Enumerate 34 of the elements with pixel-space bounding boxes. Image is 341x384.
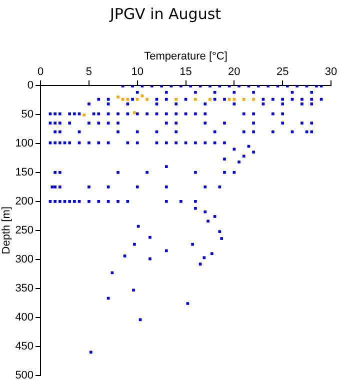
x-tick-label: 25 [276, 66, 289, 78]
x-tick-label: 5 [86, 66, 92, 78]
chart-title: JPGV in August [108, 4, 222, 23]
point [208, 98, 212, 101]
y-tick-label: 350 [15, 282, 34, 294]
y-tick-label: 200 [15, 195, 34, 208]
y-tick-label: 300 [15, 253, 34, 266]
point [133, 111, 136, 114]
x-axis-title: Temperature [°C] [144, 50, 228, 63]
point [146, 98, 148, 101]
x-tick-label: 30 [324, 66, 338, 78]
y-tick-label: 150 [15, 166, 34, 178]
point [116, 96, 120, 98]
point [174, 98, 178, 101]
point [228, 98, 231, 101]
y-tick-label: 250 [15, 224, 34, 236]
point [82, 114, 86, 116]
point [252, 98, 255, 101]
y-tick-label: 0 [27, 79, 34, 92]
x-tick-label: 20 [228, 66, 240, 78]
point [121, 98, 124, 101]
x-tick-label: 15 [180, 66, 192, 78]
x-tick-label: 10 [131, 66, 144, 78]
y-tick-label: 100 [15, 137, 34, 150]
x-tick-label: 0 [37, 66, 44, 78]
y-tick-label: 450 [15, 340, 34, 352]
point [242, 98, 246, 101]
point [140, 94, 144, 98]
y-tick-label: 50 [21, 108, 34, 120]
y-tick-label: 400 [15, 311, 34, 324]
y-axis-title: Depth [m] [0, 206, 13, 254]
y-tick-label: 500 [15, 369, 34, 382]
point [136, 98, 139, 101]
point [194, 98, 197, 101]
